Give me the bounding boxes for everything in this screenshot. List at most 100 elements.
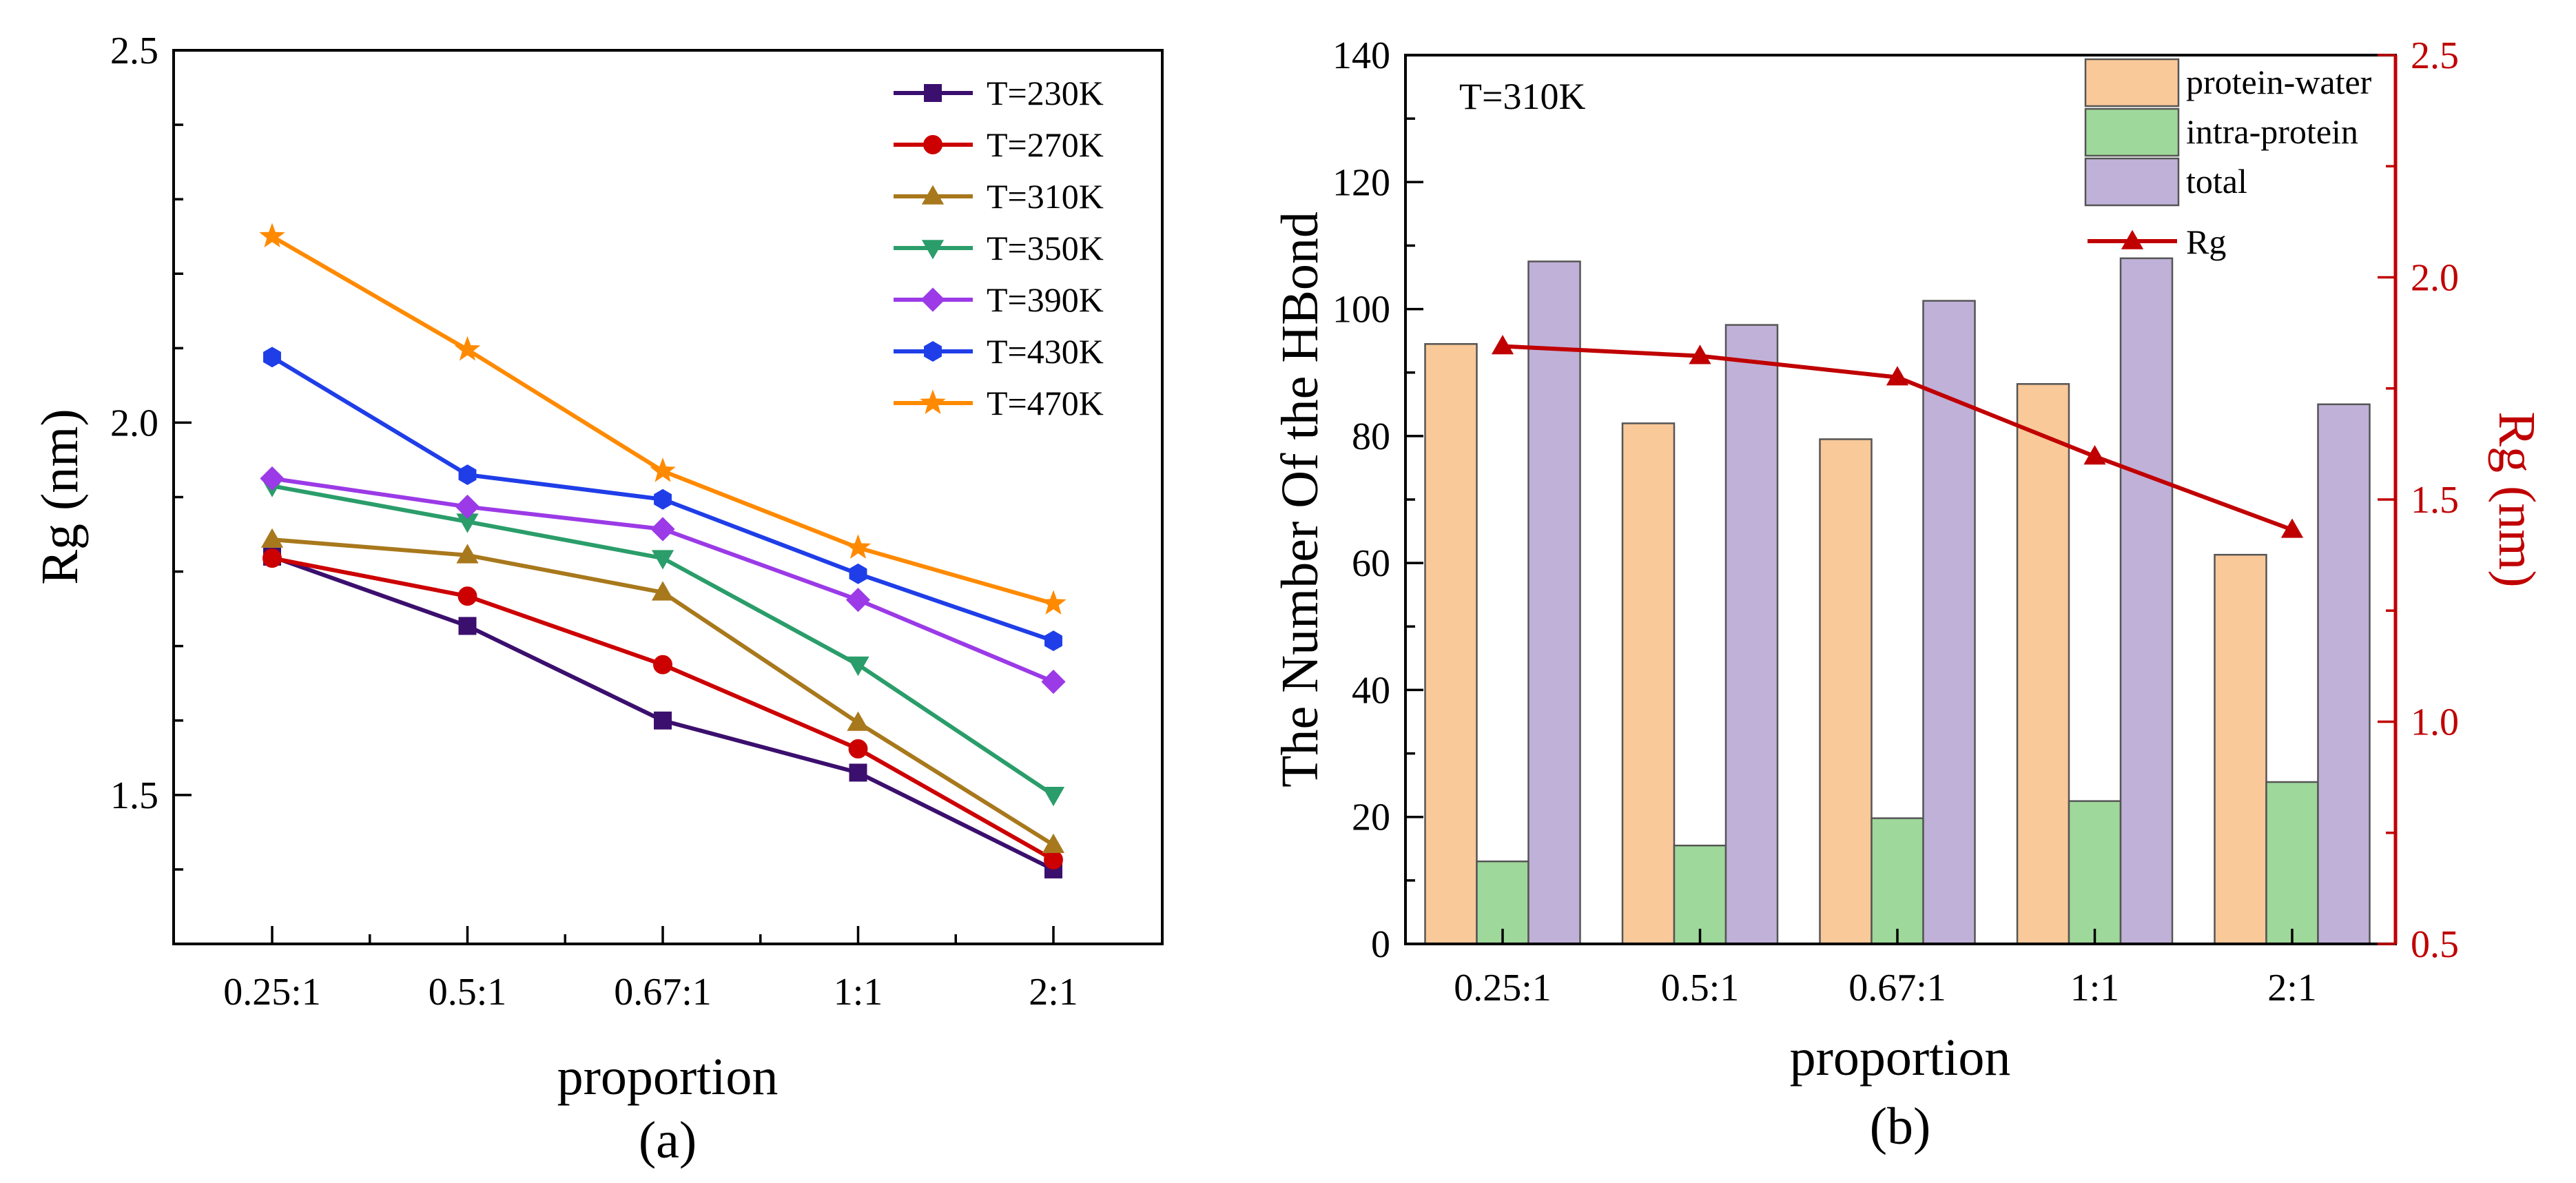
bar-total (1922, 300, 1976, 945)
panel-a-x-axis-label: proportion (557, 1048, 779, 1106)
panel-a-x-tick-label: 2:1 (1029, 971, 1078, 1014)
data-point (263, 347, 281, 368)
panel-b-y2-tick-label: 0.5 (2411, 923, 2459, 966)
bar-protein-water (2214, 553, 2267, 945)
bar-protein-water (2016, 383, 2070, 945)
data-point (651, 550, 674, 570)
data-point (650, 517, 675, 542)
rg-data-point (1886, 366, 1909, 386)
panel-b-label: (b) (1870, 1098, 1931, 1155)
legend-item: T=390K (894, 280, 1104, 319)
panel-a-x-tick-label: 1:1 (834, 971, 883, 1014)
data-point (1041, 669, 1066, 695)
legend-label: T=430K (987, 332, 1104, 371)
data-point (654, 711, 672, 730)
legend-marker (920, 287, 945, 312)
panel-b-y2-tick-label: 2.0 (2411, 257, 2459, 300)
panel-b-ticks: 0 20 40 60 80 100 120 140 0.5 1.0 1.5 2.0 2.5 0.25:1 0… (1332, 34, 2459, 1009)
bar-total (2317, 403, 2371, 945)
bar-total (1527, 260, 1581, 945)
legend-swatch (2084, 107, 2180, 157)
bar-protein-water (1819, 438, 1873, 945)
panel-a-x-tick-label: 0.25:1 (223, 971, 321, 1014)
panel-b-x-tick-label: 1:1 (2070, 967, 2120, 1009)
panel-b-y-tick-label: 80 (1352, 415, 1390, 458)
bar-intra-protein (1871, 817, 1924, 945)
legend-label: T=270K (987, 125, 1104, 164)
panel-a-x-tick-label: 0.5:1 (429, 971, 507, 1014)
panel-b-x-tick-label: 0.5:1 (1661, 967, 1740, 1009)
data-point (1040, 590, 1067, 615)
data-point (847, 656, 869, 677)
panel-a-x-tick-label: 0.67:1 (614, 971, 712, 1014)
bar-intra-protein (2068, 800, 2122, 945)
data-point (262, 548, 282, 568)
panel-b-y2-axis-label: Rg (nm) (2488, 411, 2546, 587)
data-point (1044, 850, 1063, 870)
legend-label: T=470K (987, 384, 1104, 422)
data-point (654, 488, 672, 510)
panel-a-ticks: 1.5 2.0 2.5 0.25:1 0.5:1 0.67:1 1:1 2:1 (110, 30, 1078, 1014)
panel-b-x-axis-label: proportion (1790, 1029, 2011, 1087)
series-t-470k (259, 223, 1067, 615)
panel-b-x-tick-label: 0.67:1 (1848, 967, 1946, 1009)
panel-a-y-axis-label: Rg (nm) (31, 409, 89, 584)
series-t-430k (263, 347, 1062, 652)
legend-item: T=230K (894, 74, 1104, 112)
legend-label: intra-protein (2186, 112, 2358, 151)
data-point (259, 223, 285, 248)
data-point (847, 711, 869, 731)
data-point (458, 464, 477, 486)
bar-intra-protein (2265, 781, 2319, 945)
series-line (271, 556, 1055, 862)
panel-a-series (259, 223, 1067, 878)
rg-data-point (1491, 335, 1514, 355)
panel-b-annotation: T=310K (1459, 76, 1585, 117)
legend-label: protein-water (2186, 63, 2372, 101)
legend-label: T=230K (987, 74, 1104, 112)
data-point (457, 586, 477, 606)
panel-a-y-tick-label: 2.5 (110, 30, 158, 72)
panel-b-x-tick-label: 2:1 (2267, 967, 2317, 1009)
legend-marker (921, 240, 945, 260)
panel-a-y-tick-label: 2.0 (110, 402, 158, 444)
legend-label: Rg (2186, 223, 2226, 261)
panel-b-rg-line (1491, 335, 2304, 538)
data-point (849, 563, 867, 584)
data-point (1044, 630, 1062, 652)
panel-b-y2-tick-label: 2.5 (2411, 34, 2459, 77)
panel-a-legend: T=230K T=270K T=310K T=350K T=390K T=430K T=47… (894, 74, 1104, 422)
legend-item: protein-water (2084, 58, 2372, 107)
legend-label: T=350K (987, 229, 1104, 267)
legend-marker (920, 389, 946, 414)
panel-b-y-tick-label: 20 (1352, 796, 1390, 839)
data-point (848, 739, 868, 759)
data-point (650, 457, 676, 482)
panel-b-y-axis-label: The Number Of the HBond (1271, 212, 1329, 788)
rg-data-point (2280, 518, 2304, 538)
series-t-310k (260, 528, 1065, 854)
data-point (455, 494, 480, 520)
rg-data-point (1689, 344, 1711, 364)
panel-a-y-tick-label: 1.5 (110, 774, 158, 817)
data-point (260, 466, 285, 491)
legend-item: intra-protein (2084, 107, 2358, 157)
data-point (454, 336, 481, 361)
data-point (456, 544, 479, 564)
panel-b-bars (1424, 257, 2371, 945)
series-t-390k (260, 466, 1066, 695)
legend-item: T=430K (894, 332, 1104, 371)
panel-b-y2-tick-label: 1.0 (2411, 701, 2459, 744)
rg-data-point (2083, 445, 2106, 465)
data-point (845, 534, 872, 559)
data-point (1042, 833, 1065, 854)
panel-b-bar-chart: 0 20 40 60 80 100 120 140 0.5 1.0 1.5 2.0 2.5 0.25:1 0… (1271, 34, 2546, 1155)
data-point (849, 763, 867, 782)
panel-b-y-tick-label: 100 (1332, 289, 1390, 331)
data-point (651, 581, 674, 601)
legend-item: total (2084, 157, 2247, 207)
panel-b-y-tick-label: 120 (1332, 161, 1390, 204)
panel-b-x-tick-label: 0.25:1 (1454, 967, 1552, 1009)
panel-a-label: (a) (639, 1111, 697, 1169)
